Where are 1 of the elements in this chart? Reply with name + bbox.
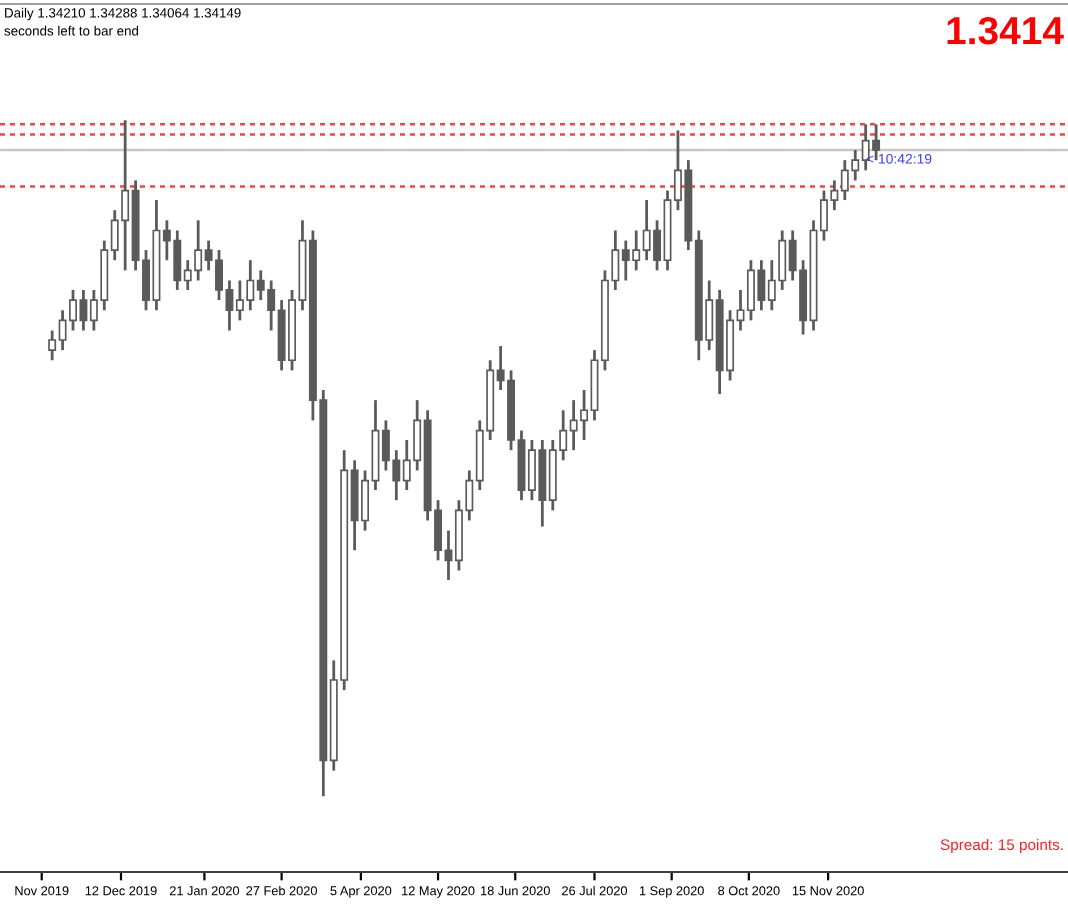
text: 1.3414 (947, 16, 1064, 45)
